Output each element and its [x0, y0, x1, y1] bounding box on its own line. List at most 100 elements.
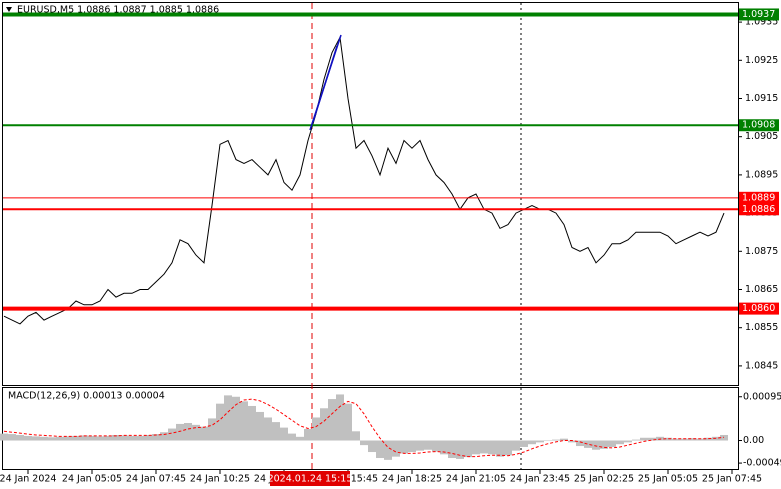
level-label-box [739, 191, 779, 204]
macd-bar [152, 434, 160, 441]
macd-bar [344, 403, 352, 441]
macd-bar [624, 440, 632, 443]
macd-bar [504, 440, 512, 456]
y-tick-label: 1.0895 [745, 169, 778, 180]
macd-bar [280, 427, 288, 441]
macd-bar [240, 401, 248, 441]
macd-bar [400, 440, 408, 454]
macd-bar [296, 436, 304, 441]
macd-bar [664, 437, 672, 441]
macd-bar [488, 440, 496, 455]
macd-bar [600, 440, 608, 449]
macd-bar [48, 437, 56, 441]
macd-bar [64, 436, 72, 441]
macd-bar [248, 405, 256, 441]
x-tick-label: 25 Jan 05:05 [638, 474, 698, 485]
y-tick-label: 1.0925 [745, 55, 778, 66]
macd-bar [552, 439, 560, 441]
macd-bar [560, 438, 568, 441]
y-tick-label: 1.0865 [745, 284, 778, 295]
macd-bar [360, 440, 368, 446]
macd-bar [136, 435, 144, 441]
macd-bar [208, 418, 216, 441]
macd-bar [416, 440, 424, 451]
level-label: 1.0889 [742, 192, 775, 203]
level-label: 1.0860 [742, 303, 775, 314]
level-label: 1.0937 [742, 9, 775, 20]
y-tick-label: 1.0845 [745, 360, 778, 371]
macd-bar [456, 440, 464, 459]
macd-bar [464, 440, 472, 458]
macd-bar [368, 440, 376, 453]
macd-bar [8, 434, 16, 441]
macd-bar [584, 440, 592, 448]
macd-bar [232, 396, 240, 441]
crosshair-label-box [270, 471, 350, 486]
macd-bar [432, 440, 440, 452]
x-tick-label: 25 Jan 02:25 [574, 474, 634, 485]
macd-bar [304, 429, 312, 441]
crosshair-label: 2024.01.24 15:15 [268, 474, 353, 485]
level-label-box [739, 302, 779, 315]
macd-bar [472, 440, 480, 455]
trend-line [312, 45, 338, 123]
macd-bar [224, 395, 232, 441]
macd-bar [376, 440, 384, 459]
macd-bar [448, 440, 456, 459]
macd-bar [192, 424, 200, 441]
macd-bar [216, 403, 224, 441]
level-label-box [739, 8, 779, 21]
y-tick-label: 1.0915 [745, 93, 778, 104]
macd-bar [88, 435, 96, 441]
macd-bar [704, 437, 712, 441]
macd-bar [480, 440, 488, 454]
macd-bar [120, 435, 128, 441]
y-tick-label: 1.0905 [745, 131, 778, 142]
x-tick-label: 24 Jan 21:05 [446, 474, 506, 485]
macd-bar [144, 434, 152, 441]
x-tick-label: 24 Jan 10:25 [190, 474, 250, 485]
macd-bar [96, 436, 104, 441]
x-tick-label: 25 Jan 07:45 [702, 474, 762, 485]
macd-bar [0, 433, 8, 441]
x-tick-label: 24 Jan 07:45 [126, 474, 186, 485]
macd-bar [512, 440, 520, 451]
macd-bar [80, 435, 88, 441]
y-tick-label: 0.00095 [743, 391, 781, 402]
macd-bar [32, 436, 40, 441]
macd-bar [632, 439, 640, 441]
price-line [3, 35, 725, 325]
macd-title: MACD(12,26,9) 0.00013 0.00004 [8, 391, 165, 402]
macd-bar [352, 431, 360, 441]
macd-bar [264, 417, 272, 441]
macd-bar [592, 440, 600, 450]
macd-bar [272, 422, 280, 441]
macd-bar [256, 411, 264, 441]
price-pane-frame [2, 2, 739, 386]
macd-bar [608, 440, 616, 447]
macd-bar [520, 440, 528, 447]
macd-bar [528, 440, 536, 445]
level-label: 1.0908 [742, 120, 775, 131]
y-tick-label: 1.0875 [745, 246, 778, 257]
macd-bar [16, 434, 24, 441]
macd-bar [24, 435, 32, 441]
macd-bar [312, 417, 320, 441]
macd-bar [184, 423, 192, 441]
macd-bar [200, 426, 208, 441]
chart-title: EURUSD,M5 1.0886 1.0887 1.0885 1.0886 [17, 5, 219, 16]
macd-bar [680, 438, 688, 441]
price-layer [3, 12, 738, 325]
macd-bar [40, 436, 48, 441]
macd-bar [104, 435, 112, 441]
macd-bar [320, 408, 328, 441]
macd-bar [72, 435, 80, 441]
x-tick-label: 24 Jan 18:25 [382, 474, 442, 485]
macd-bar [568, 440, 576, 443]
level-label: 1.0886 [742, 204, 775, 215]
macd-bar [112, 434, 120, 441]
macd-bar [384, 440, 392, 460]
